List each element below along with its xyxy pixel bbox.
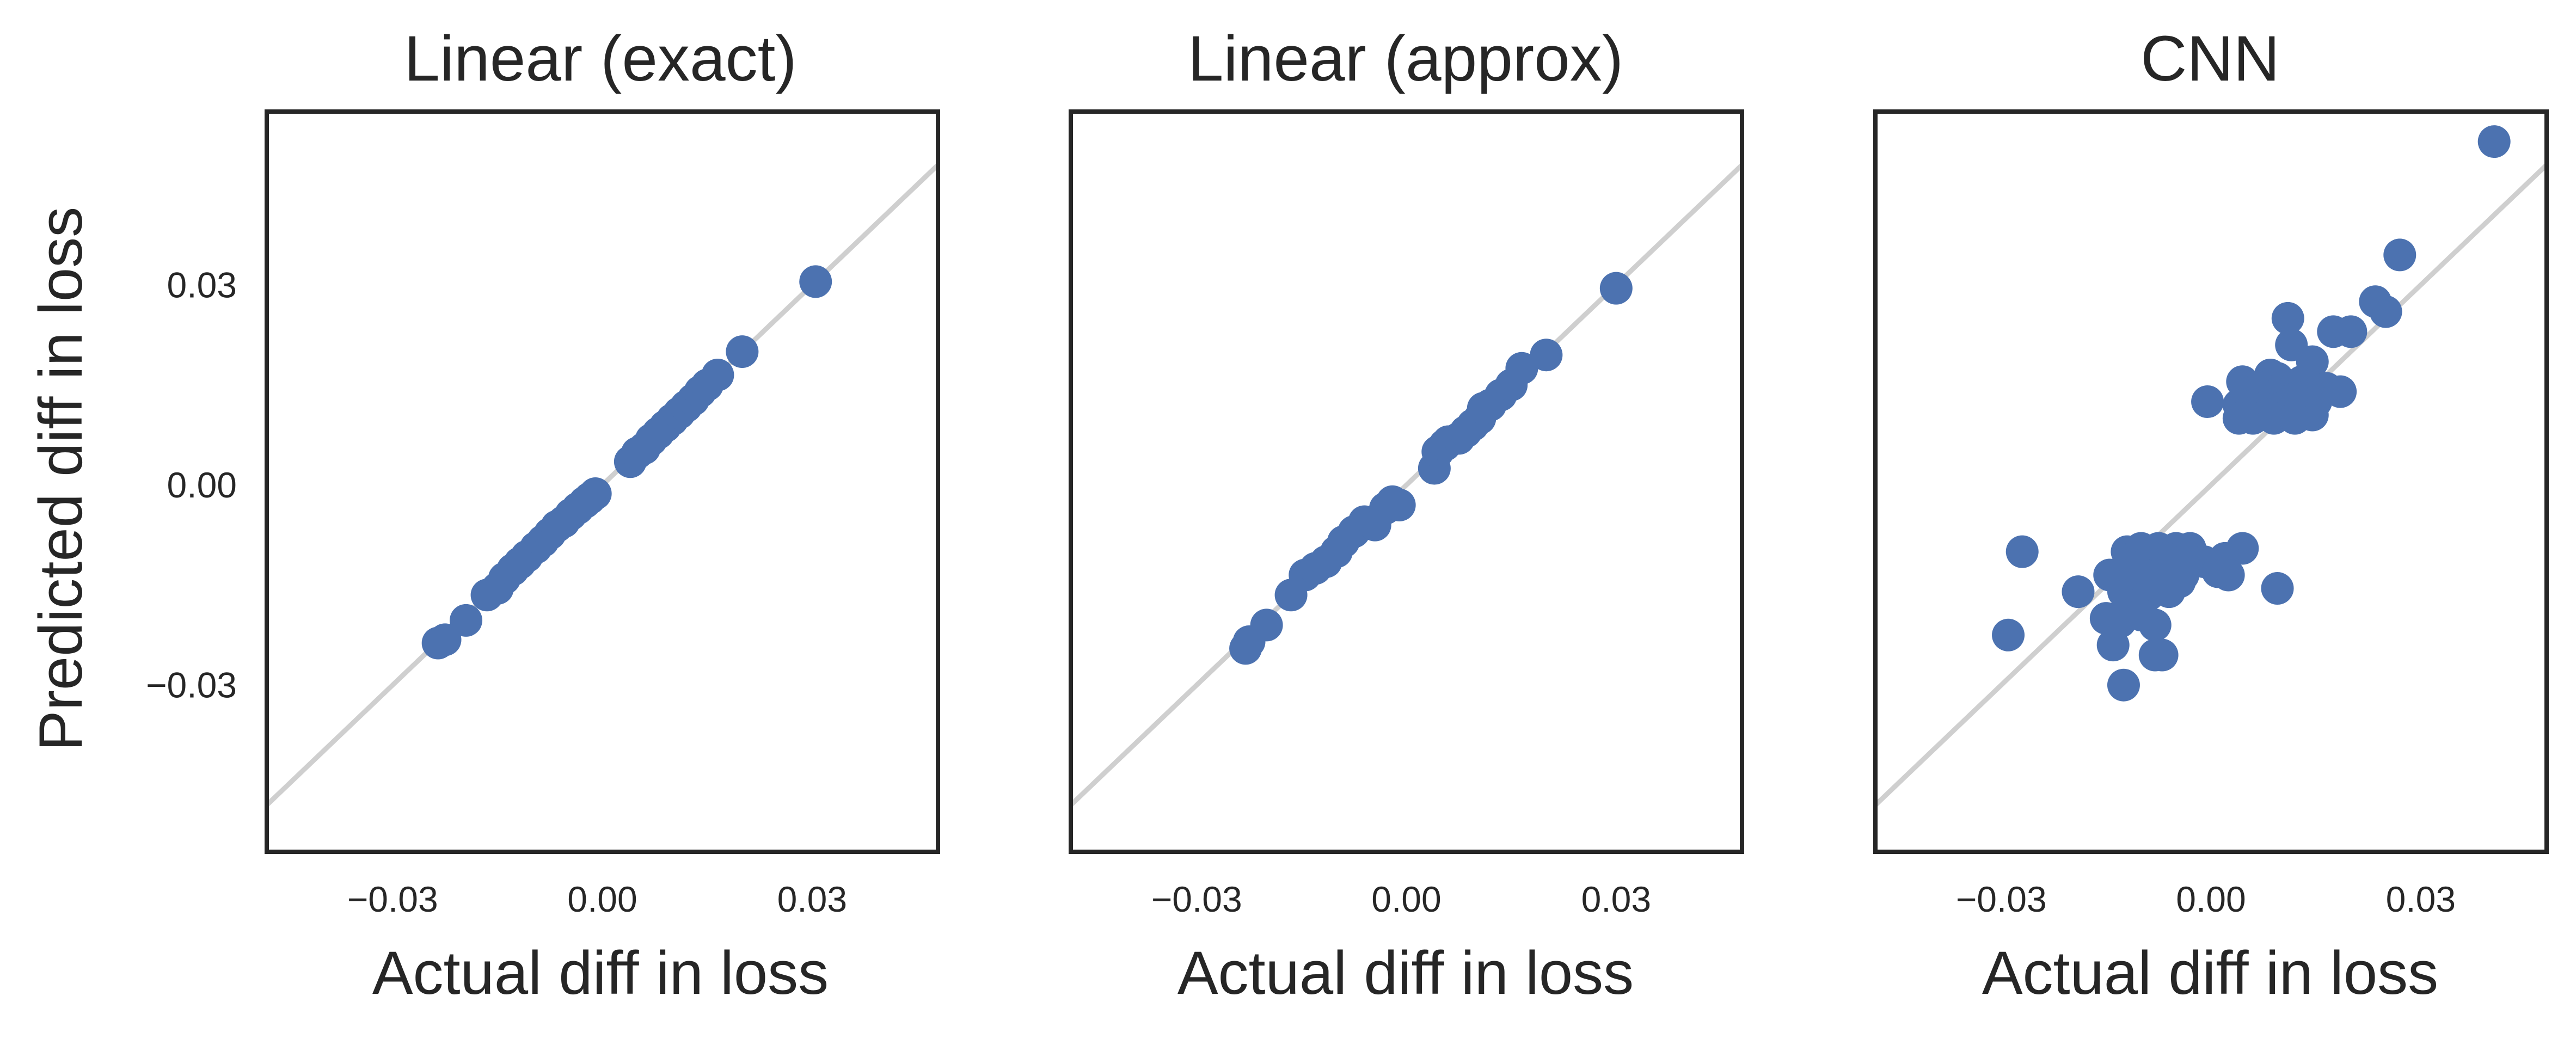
scatter-point (2261, 572, 2294, 605)
x-tick-label: 0.00 (567, 879, 637, 919)
scatter-point (2096, 629, 2130, 662)
scatter-point (2145, 638, 2179, 672)
scatter-point (2107, 668, 2140, 702)
scatter-point (2477, 125, 2511, 158)
scatter-point (2278, 402, 2311, 435)
scatter-point (2383, 238, 2416, 272)
scatter-point (1599, 272, 1633, 305)
x-tick-label: 0.00 (1371, 879, 1441, 919)
panel-title: Linear (exact) (404, 23, 796, 95)
scatter-point (2271, 302, 2304, 335)
panel-linear-exact: Linear (exact) Actual diff in loss −0.03… (146, 23, 940, 1007)
scatter-point (450, 604, 483, 637)
x-tick-label: −0.03 (1956, 879, 2047, 919)
scatter-point (2369, 295, 2402, 328)
x-tick-label: 0.00 (2176, 879, 2246, 919)
x-axis-label: Actual diff in loss (1982, 939, 2438, 1007)
scatter-point (2324, 375, 2357, 408)
scatter-point (726, 335, 759, 368)
scatter-points (1992, 125, 2511, 702)
x-tick-label: −0.03 (1151, 879, 1242, 919)
scatter-point (1992, 618, 2025, 651)
x-tick-label: 0.03 (1581, 879, 1651, 919)
panel-title: Linear (approx) (1188, 23, 1623, 95)
scatter-point (428, 623, 462, 656)
scatter-point (2201, 555, 2235, 588)
scatter-point (701, 358, 734, 391)
plot-frame (265, 109, 940, 854)
scatter-point (2138, 608, 2172, 642)
scatter-points (1229, 272, 1633, 665)
x-tick-label: 0.03 (777, 879, 847, 919)
panel-title: CNN (2140, 23, 2280, 95)
y-tick-label: −0.03 (146, 665, 237, 705)
scatter-point (1250, 608, 1283, 642)
y-tick-label: 0.00 (167, 465, 237, 505)
scatter-point (1530, 339, 1563, 372)
x-tick-label: 0.03 (2386, 879, 2456, 919)
scatter-point (2062, 575, 2095, 608)
scatter-point (2107, 575, 2140, 608)
scatter-points (421, 265, 832, 660)
x-axis-label: Actual diff in loss (372, 939, 829, 1007)
reference-line-y-equals-x (1875, 161, 2547, 809)
x-axis-label: Actual diff in loss (1177, 939, 1634, 1007)
y-axis-label: Predicted diff in loss (27, 207, 95, 751)
x-tick-label: −0.03 (347, 879, 438, 919)
scatter-point (1505, 352, 1538, 385)
scatter-point (799, 265, 832, 298)
reference-line-y-equals-x (1071, 161, 1742, 809)
scatter-point (2152, 575, 2186, 608)
plot-frame (1069, 109, 1744, 854)
plot-frame (1873, 109, 2549, 854)
panel-cnn: CNN Actual diff in loss −0.03 0.00 0.03 (1873, 23, 2549, 1007)
panel-linear-approx: Linear (approx) Actual diff in loss −0.0… (1069, 23, 1744, 1007)
scatter-point (2005, 535, 2039, 568)
scatter-point (2334, 315, 2368, 348)
scatter-point (579, 477, 612, 511)
scatter-point (1383, 488, 1416, 521)
scatter-point (2191, 385, 2224, 418)
y-tick-label: 0.03 (167, 265, 237, 305)
